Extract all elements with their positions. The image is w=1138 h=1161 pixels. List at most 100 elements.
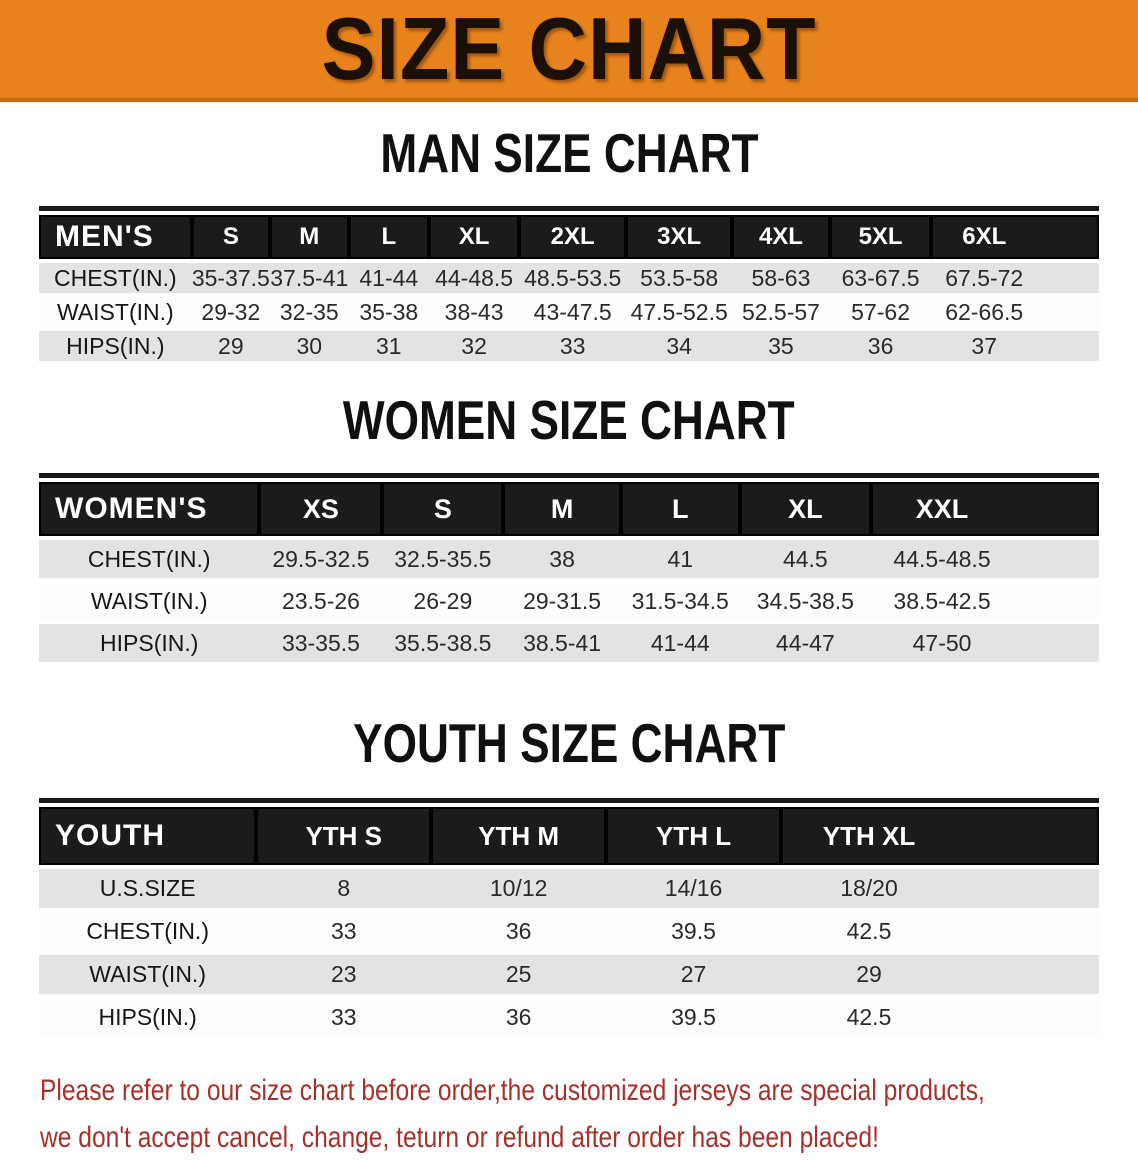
row-label: HIPS(IN.) — [39, 998, 257, 1037]
order-notice: Please refer to our size chart before or… — [0, 1067, 1138, 1161]
row-label: WAIST(IN.) — [39, 297, 192, 327]
man-size-chart-heading-text: MAN SIZE CHART — [379, 123, 759, 185]
size-value: 39.5 — [606, 912, 781, 951]
table-row: HIPS(IN.) 33-35.5 35.5-38.5 38.5-41 41-44 44-… — [39, 624, 1099, 662]
man-size-chart-heading: MAN SIZE CHART — [39, 123, 1099, 192]
table-row: U.S.SIZE 8 10/12 14/16 18/20 — [39, 869, 1099, 908]
column-header: 3XL — [626, 215, 733, 259]
size-value: 8 — [256, 869, 432, 908]
size-value: 44-47 — [739, 624, 872, 662]
size-value: 58-63 — [732, 263, 830, 293]
table-row: CHEST(IN.) 33 36 39.5 42.5 — [39, 912, 1099, 951]
size-value: 52.5-57 — [732, 297, 830, 327]
womens-table-frame: WOMEN'S XS S M L XL XXL CHEST(IN.) 29.5-32.5 32.5… — [39, 473, 1099, 666]
table-row: CHEST(IN.) 29.5-32.5 32.5-35.5 38 41 44.5 44.5… — [39, 540, 1099, 578]
notice-line-2: we don't accept cancel, change, teturn o… — [40, 1121, 879, 1154]
size-value: 10/12 — [431, 869, 607, 908]
table-corner-label: MEN'S — [39, 215, 192, 259]
size-value: 48.5-53.5 — [519, 263, 627, 293]
section-youth: YOUTH SIZE CHART YOUTH YTH S YTH M YTH L YTH… — [39, 713, 1099, 1041]
size-value: 42.5 — [780, 912, 1099, 951]
youth-size-chart-heading-text: YOUTH SIZE CHART — [352, 713, 786, 775]
size-value: 33 — [256, 912, 432, 951]
size-value: 37.5-41 — [270, 263, 349, 293]
column-header: YTH M — [431, 807, 607, 865]
notice-line-1: Please refer to our size chart before or… — [40, 1074, 985, 1107]
column-header: XS — [259, 482, 383, 536]
size-value: 31.5-34.5 — [620, 582, 740, 620]
row-label: CHEST(IN.) — [39, 540, 260, 578]
size-value: 39.5 — [606, 998, 781, 1037]
table-row: HIPS(IN.) 33 36 39.5 42.5 — [39, 998, 1099, 1037]
size-value: 29-31.5 — [503, 582, 621, 620]
size-value: 44.5-48.5 — [871, 540, 1099, 578]
size-value: 41-44 — [348, 263, 430, 293]
banner: SIZE CHART — [0, 0, 1138, 102]
size-value: 36 — [829, 331, 932, 361]
column-header: M — [503, 482, 621, 536]
size-value: 34 — [626, 331, 733, 361]
size-value: 47-50 — [871, 624, 1099, 662]
row-label: CHEST(IN.) — [39, 912, 257, 951]
youth-size-table: YOUTH YTH S YTH M YTH L YTH XL U.S.SIZE 8 10/12… — [39, 803, 1099, 1041]
size-value: 38.5-42.5 — [871, 582, 1099, 620]
mens-table-frame: MEN'S S M L XL 2XL 3XL 4XL 5XL 6XL CHEST(IN.) 35-37… — [39, 206, 1099, 365]
row-label: WAIST(IN.) — [39, 955, 257, 994]
size-value: 37 — [931, 331, 1099, 361]
table-row: HIPS(IN.) 29 30 31 32 33 34 35 36 37 — [39, 331, 1099, 361]
size-value: 57-62 — [829, 297, 932, 327]
size-value: 38 — [503, 540, 621, 578]
column-header: YTH S — [256, 807, 432, 865]
size-value: 35-38 — [348, 297, 430, 327]
table-row: CHEST(IN.) 35-37.5 37.5-41 41-44 44-48.5 48.5… — [39, 263, 1099, 293]
table-corner-label: WOMEN'S — [39, 482, 260, 536]
table-row: WAIST(IN.) 23.5-26 26-29 29-31.5 31.5-34.5 34… — [39, 582, 1099, 620]
column-header: YTH XL — [780, 807, 1099, 865]
column-header: 5XL — [829, 215, 932, 259]
size-value: 35 — [732, 331, 830, 361]
size-value: 35-37.5 — [191, 263, 271, 293]
size-value: 36 — [431, 998, 607, 1037]
size-value: 23 — [256, 955, 432, 994]
size-value: 32 — [429, 331, 520, 361]
size-value: 23.5-26 — [259, 582, 383, 620]
size-value: 26-29 — [382, 582, 504, 620]
column-header: XL — [739, 482, 872, 536]
column-header: 2XL — [519, 215, 627, 259]
women-size-chart-heading: WOMEN SIZE CHART — [39, 392, 1099, 459]
size-value: 44.5 — [739, 540, 872, 578]
column-header: XL — [429, 215, 520, 259]
row-label: HIPS(IN.) — [39, 624, 260, 662]
row-label: WAIST(IN.) — [39, 582, 260, 620]
table-row: WAIST(IN.) 29-32 32-35 35-38 38-43 43-47.5 47.… — [39, 297, 1099, 327]
size-value: 67.5-72 — [931, 263, 1099, 293]
size-chart-content: MAN SIZE CHART MEN'S S M L XL 2XL 3XL 4XL 5XL 6XL… — [0, 123, 1138, 1041]
row-label: CHEST(IN.) — [39, 263, 192, 293]
size-value: 47.5-52.5 — [626, 297, 733, 327]
youth-table-frame: YOUTH YTH S YTH M YTH L YTH XL U.S.SIZE 8 10/12… — [39, 798, 1099, 1041]
size-value: 33-35.5 — [259, 624, 383, 662]
size-value: 14/16 — [606, 869, 781, 908]
womens-size-table: WOMEN'S XS S M L XL XXL CHEST(IN.) 29.5-32.5 32.5… — [39, 478, 1099, 666]
size-value: 43-47.5 — [519, 297, 627, 327]
size-value: 35.5-38.5 — [382, 624, 504, 662]
column-header: 4XL — [732, 215, 830, 259]
size-value: 29 — [780, 955, 1099, 994]
banner-title: SIZE CHART — [321, 0, 817, 98]
size-value: 25 — [431, 955, 607, 994]
row-label: HIPS(IN.) — [39, 331, 192, 361]
size-value: 30 — [270, 331, 349, 361]
size-value: 29 — [191, 331, 271, 361]
table-corner-label: YOUTH — [39, 807, 257, 865]
size-value: 62-66.5 — [931, 297, 1099, 327]
size-value: 32-35 — [270, 297, 349, 327]
size-value: 38-43 — [429, 297, 520, 327]
size-value: 32.5-35.5 — [382, 540, 504, 578]
column-header: YTH L — [606, 807, 781, 865]
section-men: MAN SIZE CHART MEN'S S M L XL 2XL 3XL 4XL 5XL 6XL… — [39, 123, 1099, 365]
column-header: S — [382, 482, 504, 536]
size-value: 41 — [620, 540, 740, 578]
column-header: L — [620, 482, 740, 536]
size-value: 42.5 — [780, 998, 1099, 1037]
